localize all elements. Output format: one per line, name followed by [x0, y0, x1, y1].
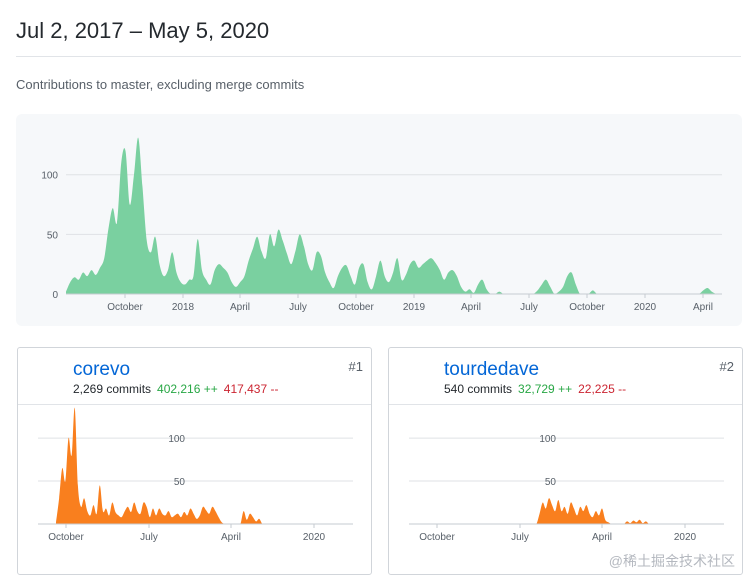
contributor-header: corevo 2,269 commits 402,216 ++ 417,437 --… — [18, 348, 371, 405]
contributor-card-2: tourdedave 540 commits 32,729 ++ 22,225 --… — [388, 347, 743, 575]
x-tick-label: October — [569, 302, 605, 313]
x-tick-label: April — [461, 302, 481, 313]
commits-overview-svg: 0 50 100 October 2018 April July October 2019 Apr… — [41, 137, 722, 313]
chart-description: Contributions to master, excluding merge… — [16, 77, 305, 92]
commits-overview-chart[interactable]: 0 50 100 October 2018 April July October 2019 Apr… — [16, 114, 742, 326]
x-tick-label: October — [107, 302, 143, 313]
x-tick-label: July — [520, 302, 538, 313]
page-title: Jul 2, 2017 – May 5, 2020 — [16, 18, 270, 43]
watermark: @稀土掘金技术社区 — [608, 553, 735, 569]
contributor-rank: #1 — [348, 359, 363, 374]
title-divider — [16, 56, 741, 57]
contributor-rank: #2 — [719, 359, 734, 374]
deletions-count: 417,437 -- — [223, 382, 279, 396]
x-tick-label: July — [511, 532, 529, 543]
y-tick-label: 50 — [545, 477, 557, 488]
contributor-1-activity-chart: 50 100 October July April 2020 — [38, 407, 353, 543]
series-area-2 — [56, 407, 303, 524]
x-tick-label: 2020 — [303, 532, 326, 543]
y-tick-label: 0 — [52, 290, 58, 301]
contributor-2-activity-chart: 50 100 October July April 2020 — [409, 434, 724, 543]
series-area-1 — [66, 137, 716, 294]
x-tick-label: 2020 — [674, 532, 697, 543]
contributor-stats: 540 commits 32,729 ++ 22,225 -- — [444, 382, 626, 396]
contributor-username-link[interactable]: tourdedave — [444, 359, 540, 380]
avatar[interactable] — [399, 358, 436, 395]
y-tick-label: 50 — [47, 230, 59, 241]
x-tick-label: 2020 — [634, 302, 657, 313]
x-tick-label: 2019 — [403, 302, 426, 313]
x-tick-label: April — [221, 532, 241, 543]
additions-count: 402,216 ++ — [157, 382, 218, 396]
x-tick-label: July — [140, 532, 158, 543]
deletions-count: 22,225 -- — [578, 382, 627, 396]
x-tick-label: July — [289, 302, 307, 313]
y-tick-label: 100 — [539, 434, 556, 445]
commit-count[interactable]: 540 commits — [444, 382, 513, 396]
series-area-3 — [427, 498, 674, 524]
y-tick-label: 100 — [41, 171, 58, 182]
y-tick-label: 50 — [174, 477, 186, 488]
x-tick-label: April — [592, 532, 612, 543]
commit-count[interactable]: 2,269 commits — [73, 382, 152, 396]
contributor-card-1: corevo 2,269 commits 402,216 ++ 417,437 --… — [17, 347, 372, 575]
x-tick-label: April — [230, 302, 250, 313]
x-tick-label: 2018 — [172, 302, 195, 313]
y-tick-label: 100 — [168, 434, 185, 445]
additions-count: 32,729 ++ — [518, 382, 573, 396]
x-tick-label: October — [48, 532, 84, 543]
contributor-username-link[interactable]: corevo — [73, 359, 131, 380]
contributor-header: tourdedave 540 commits 32,729 ++ 22,225 --… — [389, 348, 742, 405]
contributor-stats: 2,269 commits 402,216 ++ 417,437 -- — [73, 382, 278, 396]
avatar[interactable] — [28, 358, 65, 395]
x-tick-label: October — [419, 532, 455, 543]
x-tick-label: October — [338, 302, 374, 313]
x-tick-label: April — [693, 302, 713, 313]
